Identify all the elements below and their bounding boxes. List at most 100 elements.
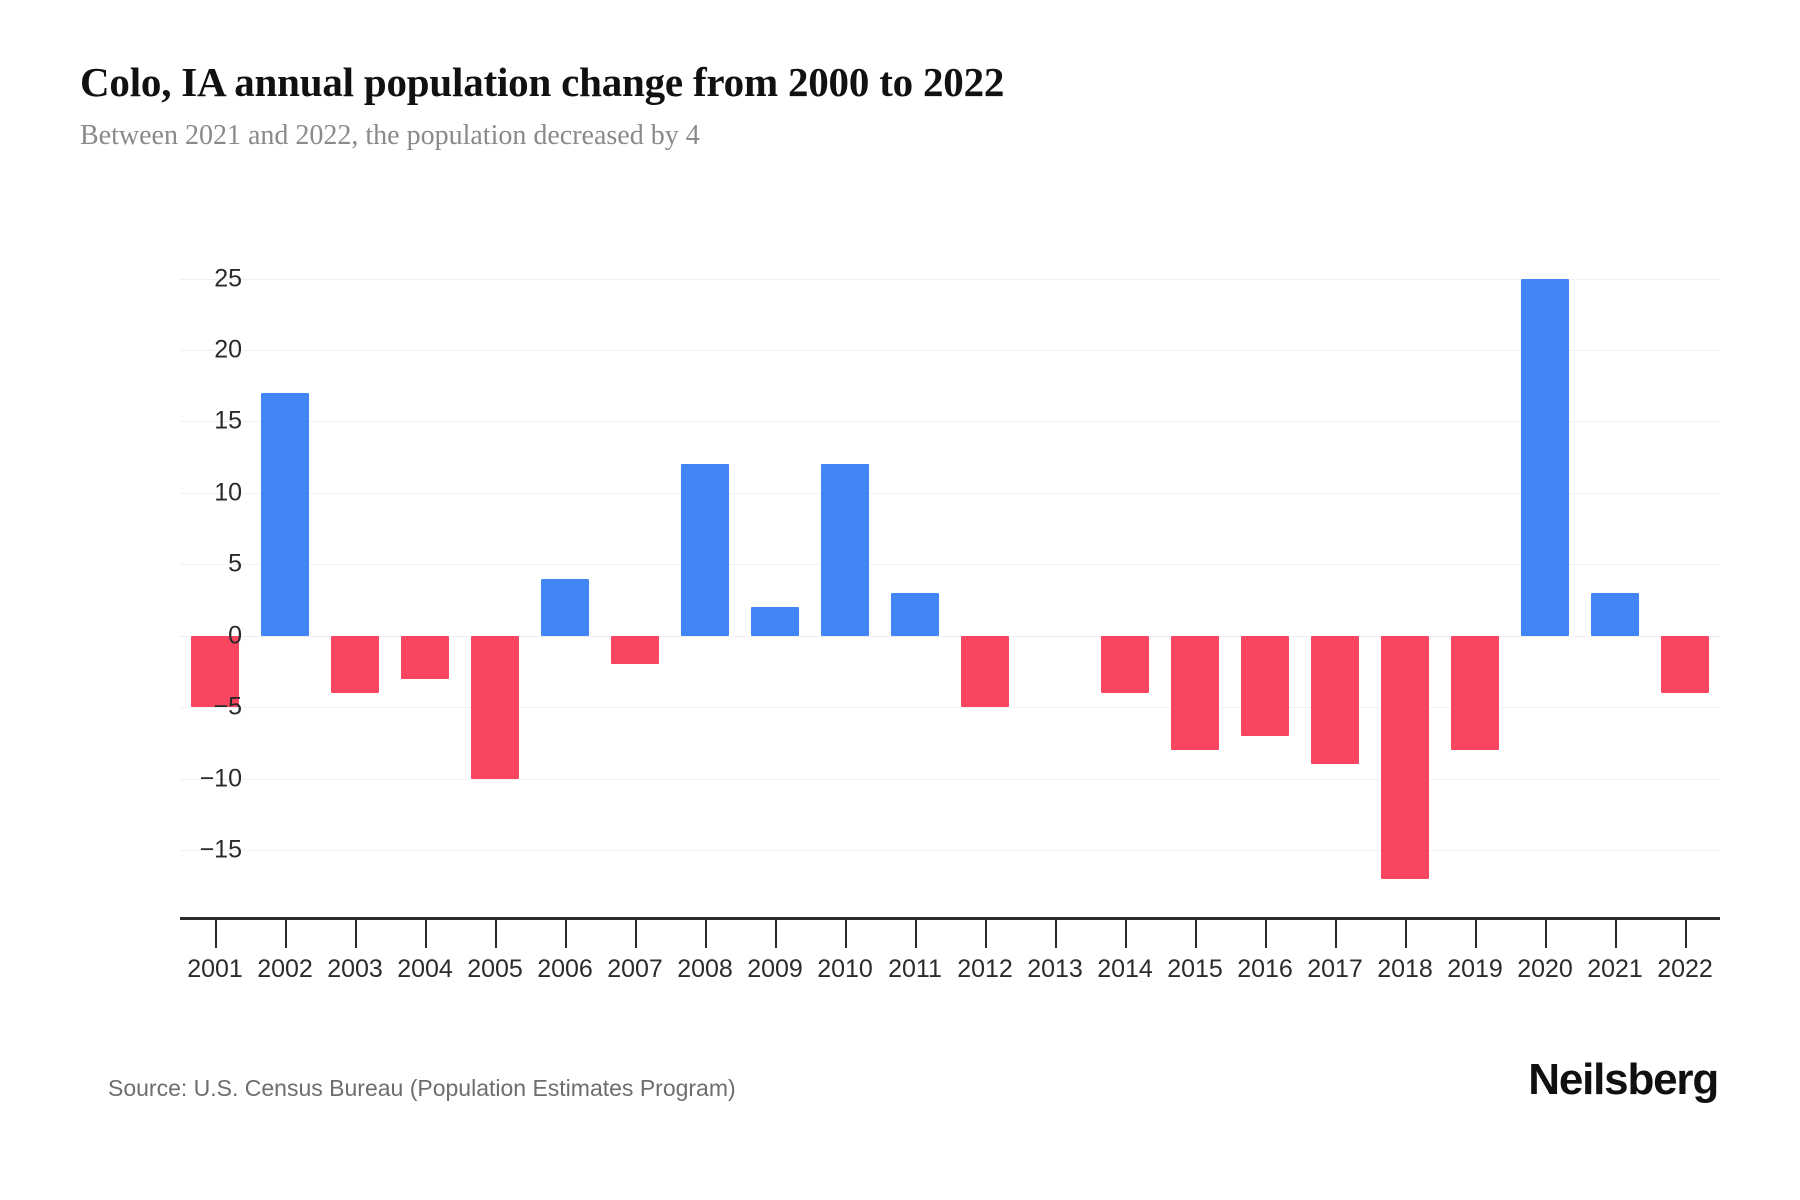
x-tick-mark (635, 920, 637, 948)
x-tick-mark (1265, 920, 1267, 948)
x-tick-label: 2004 (397, 955, 453, 983)
bar-slot[interactable] (530, 250, 600, 900)
bar-2019[interactable] (1451, 635, 1499, 750)
x-tick-label: 2018 (1377, 955, 1433, 983)
bar-2009[interactable] (751, 607, 799, 636)
y-tick-label: 5 (228, 549, 242, 578)
x-tick-label: 2013 (1027, 955, 1083, 983)
x-tick-label: 2017 (1307, 955, 1363, 983)
bar-2018[interactable] (1381, 635, 1429, 879)
x-tick-label: 2019 (1447, 955, 1503, 983)
bar-slot[interactable] (1580, 250, 1650, 900)
bar-slot[interactable] (670, 250, 740, 900)
x-tick-label: 2003 (327, 955, 383, 983)
x-tick-mark (915, 920, 917, 948)
bar-2001[interactable] (191, 635, 239, 708)
bar-2015[interactable] (1171, 635, 1219, 750)
x-tick-mark (215, 920, 217, 948)
x-tick-label: 2022 (1657, 955, 1713, 983)
bar-slot[interactable] (320, 250, 390, 900)
x-tick-label: 2001 (187, 955, 243, 983)
x-tick-label: 2014 (1097, 955, 1153, 983)
x-tick-mark (495, 920, 497, 948)
y-tick-label: −10 (199, 764, 242, 793)
x-tick-mark (1405, 920, 1407, 948)
bar-2020[interactable] (1521, 278, 1569, 636)
x-tick-label: 2008 (677, 955, 733, 983)
gridline (180, 492, 1720, 494)
bar-slot[interactable] (740, 250, 810, 900)
x-tick-label: 2020 (1517, 955, 1573, 983)
x-tick-mark (705, 920, 707, 948)
bar-2022[interactable] (1661, 635, 1709, 693)
y-tick-label: 10 (214, 478, 242, 507)
bar-2003[interactable] (331, 635, 379, 693)
plot-area (180, 250, 1720, 900)
bar-slot[interactable] (1160, 250, 1230, 900)
y-tick-label: 15 (214, 406, 242, 435)
x-tick-label: 2009 (747, 955, 803, 983)
x-tick-mark (355, 920, 357, 948)
bar-2021[interactable] (1591, 592, 1639, 636)
gridline (180, 421, 1720, 423)
source-note: Source: U.S. Census Bureau (Population E… (108, 1075, 736, 1101)
bar-2017[interactable] (1311, 635, 1359, 765)
gridline (180, 278, 1720, 280)
x-tick-label: 2002 (257, 955, 313, 983)
bar-2012[interactable] (961, 635, 1009, 708)
bar-slot[interactable] (1510, 250, 1580, 900)
bar-slot[interactable] (1090, 250, 1160, 900)
x-tick-mark (1685, 920, 1687, 948)
bar-slot[interactable] (1440, 250, 1510, 900)
x-tick-mark (1125, 920, 1127, 948)
bars-layer (180, 250, 1720, 900)
bar-slot[interactable] (1650, 250, 1720, 900)
x-tick-label: 2005 (467, 955, 523, 983)
bar-2002[interactable] (261, 392, 309, 636)
bar-slot[interactable] (950, 250, 1020, 900)
x-tick-label: 2010 (817, 955, 873, 983)
brand-logo: Neilsberg (1528, 1055, 1719, 1104)
bar-slot[interactable] (810, 250, 880, 900)
bar-slot[interactable] (1230, 250, 1300, 900)
zero-gridline (180, 635, 1720, 637)
bar-slot[interactable] (880, 250, 950, 900)
gridline (180, 564, 1720, 566)
bar-2004[interactable] (401, 635, 449, 679)
bar-slot[interactable] (390, 250, 460, 900)
x-tick-mark (565, 920, 567, 948)
bar-slot[interactable] (600, 250, 670, 900)
chart-subtitle: Between 2021 and 2022, the population de… (80, 120, 700, 151)
x-tick-mark (845, 920, 847, 948)
bar-2007[interactable] (611, 635, 659, 665)
x-tick-label: 2016 (1237, 955, 1293, 983)
x-tick-mark (1475, 920, 1477, 948)
bar-2016[interactable] (1241, 635, 1289, 736)
bar-2006[interactable] (541, 578, 589, 636)
bar-2008[interactable] (681, 464, 729, 636)
y-tick-label: 0 (228, 621, 242, 650)
bar-2011[interactable] (891, 592, 939, 636)
x-tick-label: 2006 (537, 955, 593, 983)
y-tick-label: 20 (214, 335, 242, 364)
gridline (180, 850, 1720, 851)
bar-2014[interactable] (1101, 635, 1149, 693)
page-title: Colo, IA annual population change from 2… (80, 59, 1005, 105)
bar-slot[interactable] (1370, 250, 1440, 900)
x-tick-label: 2015 (1167, 955, 1223, 983)
bar-2005[interactable] (471, 635, 519, 779)
x-axis-line (180, 917, 1720, 920)
bar-slot[interactable] (1020, 250, 1090, 900)
y-tick-label: 25 (214, 264, 242, 293)
x-tick-mark (425, 920, 427, 948)
bar-2010[interactable] (821, 464, 869, 636)
x-tick-mark (985, 920, 987, 948)
bar-slot[interactable] (1300, 250, 1370, 900)
bar-slot[interactable] (180, 250, 250, 900)
bar-slot[interactable] (250, 250, 320, 900)
x-tick-mark (1545, 920, 1547, 948)
x-tick-mark (285, 920, 287, 948)
bar-slot[interactable] (460, 250, 530, 900)
x-tick-mark (1615, 920, 1617, 948)
